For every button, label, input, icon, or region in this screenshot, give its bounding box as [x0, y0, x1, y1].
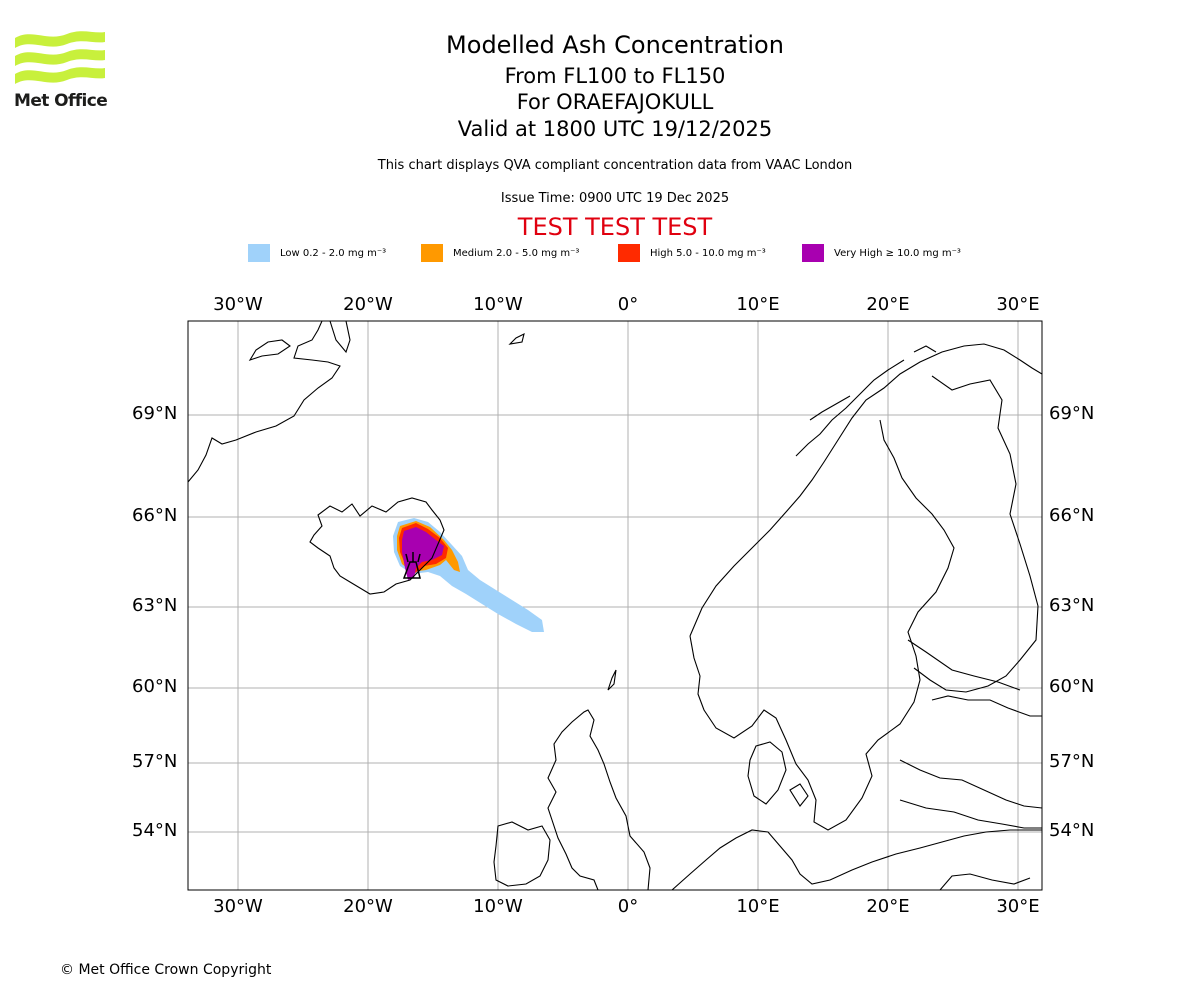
flight-levels: From FL100 to FL150	[504, 64, 726, 88]
volcano-name: For ORAEFAJOKULL	[516, 90, 714, 114]
y-tick-left-label: 63°N	[132, 595, 178, 616]
legend-item-high: High 5.0 - 10.0 mg m⁻³	[618, 244, 766, 262]
x-tick-top-label: 10°E	[736, 294, 780, 315]
y-tick-left-label: 54°N	[132, 820, 178, 841]
y-tick-left-label: 57°N	[132, 751, 178, 772]
x-tick-bottom-label: 10°E	[736, 896, 780, 917]
x-tick-bottom-label: 30°E	[996, 896, 1040, 917]
legend-swatch-medium	[421, 244, 443, 262]
x-tick-top-label: 0°	[617, 294, 639, 315]
y-tick-left-label: 66°N	[132, 505, 178, 526]
test-banner: TEST TEST TEST	[517, 213, 713, 241]
valid-time: Valid at 1800 UTC 19/12/2025	[457, 117, 773, 141]
x-tick-bottom-label: 30°W	[213, 896, 263, 917]
legend-label-high: High 5.0 - 10.0 mg m⁻³	[650, 247, 766, 259]
legend-item-low: Low 0.2 - 2.0 mg m⁻³	[248, 244, 386, 262]
x-tick-top-label: 30°E	[996, 294, 1040, 315]
x-tick-top-label: 20°W	[343, 294, 393, 315]
legend-label-very-high: Very High ≥ 10.0 mg m⁻³	[834, 247, 961, 259]
x-tick-bottom-label: 10°W	[473, 896, 523, 917]
legend-swatch-very-high	[802, 244, 824, 262]
chart-description: This chart displays QVA compliant concen…	[377, 158, 853, 173]
y-tick-right-label: 69°N	[1049, 403, 1095, 424]
logo-wordmark: Met Office	[14, 91, 108, 111]
legend-label-medium: Medium 2.0 - 5.0 mg m⁻³	[453, 247, 580, 259]
legend-item-very-high: Very High ≥ 10.0 mg m⁻³	[802, 244, 961, 262]
y-tick-right-label: 63°N	[1049, 595, 1095, 616]
legend-swatch-low	[248, 244, 270, 262]
chart-title: Modelled Ash Concentration	[446, 31, 784, 59]
ash-very-high-area	[402, 527, 444, 580]
coastlines	[188, 321, 1042, 890]
y-tick-right-label: 66°N	[1049, 505, 1095, 526]
x-tick-bottom-label: 20°W	[343, 896, 393, 917]
x-tick-top-label: 10°W	[473, 294, 523, 315]
y-tick-right-label: 57°N	[1049, 751, 1095, 772]
volcano-marker-icon	[402, 552, 421, 579]
map-frame	[187, 320, 1043, 891]
y-tick-right-label: 54°N	[1049, 820, 1095, 841]
issue-time: Issue Time: 0900 UTC 19 Dec 2025	[500, 191, 730, 206]
legend-item-medium: Medium 2.0 - 5.0 mg m⁻³	[421, 244, 579, 262]
legend-label-low: Low 0.2 - 2.0 mg m⁻³	[280, 247, 387, 259]
y-tick-right-label: 60°N	[1049, 676, 1095, 697]
concentration-legend: Low 0.2 - 2.0 mg m⁻³ Medium 2.0 - 5.0 mg…	[248, 244, 1008, 264]
copyright-notice: © Met Office Crown Copyright	[60, 962, 272, 978]
y-tick-left-label: 69°N	[132, 403, 178, 424]
x-tick-top-label: 30°W	[213, 294, 263, 315]
met-office-logo-icon	[15, 31, 105, 84]
legend-swatch-high	[618, 244, 640, 262]
x-tick-top-label: 20°E	[866, 294, 910, 315]
x-tick-bottom-label: 20°E	[866, 896, 910, 917]
graticule	[188, 321, 1042, 890]
y-tick-left-label: 60°N	[132, 676, 178, 697]
x-tick-bottom-label: 0°	[617, 896, 639, 917]
